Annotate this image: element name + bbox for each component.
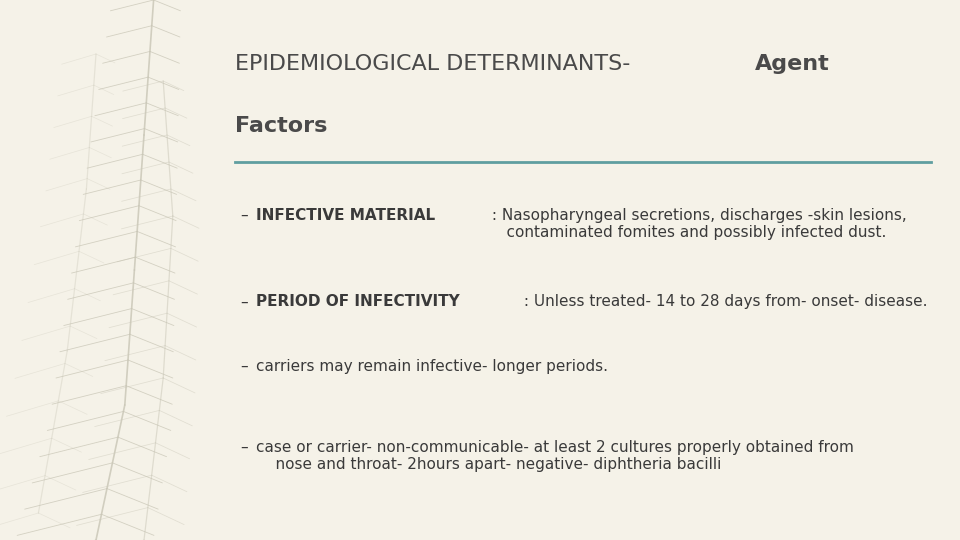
Text: EPIDEMIOLOGICAL DETERMINANTS-: EPIDEMIOLOGICAL DETERMINANTS- [235, 54, 637, 74]
Text: carriers may remain infective- longer periods.: carriers may remain infective- longer pe… [256, 359, 609, 374]
Text: INFECTIVE MATERIAL: INFECTIVE MATERIAL [256, 208, 436, 223]
Text: –: – [240, 440, 248, 455]
Text: PERIOD OF INFECTIVITY: PERIOD OF INFECTIVITY [256, 294, 460, 309]
Text: case or carrier- non-communicable- at least 2 cultures properly obtained from
  : case or carrier- non-communicable- at le… [256, 440, 854, 472]
Text: : Nasopharyngeal secretions, discharges -skin lesions,
    contaminated fomites : : Nasopharyngeal secretions, discharges … [488, 208, 907, 240]
Text: Agent: Agent [755, 54, 829, 74]
Text: : Unless treated- 14 to 28 days from- onset- disease.: : Unless treated- 14 to 28 days from- on… [519, 294, 927, 309]
Text: Factors: Factors [235, 116, 327, 136]
Text: –: – [240, 359, 248, 374]
Text: –: – [240, 294, 248, 309]
Text: –: – [240, 208, 248, 223]
